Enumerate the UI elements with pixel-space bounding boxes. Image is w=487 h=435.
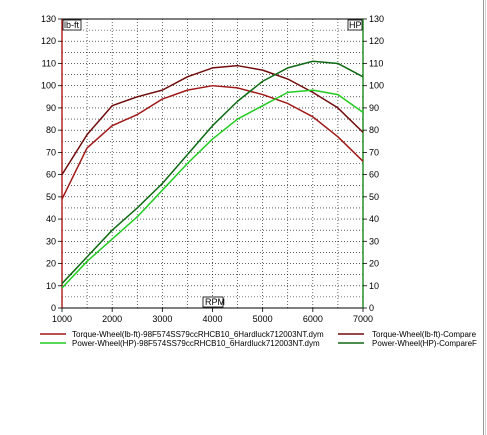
x-axis-label-box: RPM (202, 296, 225, 308)
y-tick-label-left: 40 (46, 214, 56, 224)
y-tick-label-left: 80 (46, 125, 56, 135)
x-tick-label: 7000 (353, 314, 373, 324)
y-tick-label-right: 90 (369, 103, 379, 113)
y-tick-label-right: 100 (369, 81, 384, 91)
x-tick-label: 3000 (152, 314, 172, 324)
window-border-shadow (485, 0, 486, 435)
x-axis-label: RPM (205, 297, 225, 307)
x-tick-label: 4000 (202, 314, 222, 324)
y-tick-label-left: 70 (46, 147, 56, 157)
x-tick-label: 5000 (253, 314, 273, 324)
y-tick-label-right: 80 (369, 125, 379, 135)
y-tick-label-left: 90 (46, 103, 56, 113)
legend-label: Power-Wheel(HP)-98F574SS79ccRHCB10_6Hard… (72, 339, 320, 348)
y-tick-label-left: 130 (41, 14, 56, 24)
y-tick-label-left: 20 (46, 259, 56, 269)
series-line-3 (61, 89, 364, 289)
series-layer (61, 60, 364, 289)
y-tick-label-left: 60 (46, 170, 56, 180)
legend-label: Torque-Wheel(lb-ft)-98F574SS79ccRHCB10_6… (72, 330, 324, 339)
y-tick-label-right: 30 (369, 236, 379, 246)
legend: Torque-Wheel(lb-ft)-98F574SS79ccRHCB10_6… (40, 330, 477, 348)
x-tick-label: 2000 (102, 314, 122, 324)
window-border (483, 0, 484, 435)
y-tick-label-right: 60 (369, 170, 379, 180)
y-tick-label-left: 30 (46, 236, 56, 246)
y-tick-label-right: 70 (369, 147, 379, 157)
y-tick-label-left: 120 (41, 36, 56, 46)
series-line-2 (61, 64, 364, 176)
y-tick-label-right: 130 (369, 14, 384, 24)
y-tick-label-left: 110 (42, 58, 56, 68)
y-tick-label-right: 120 (369, 36, 384, 46)
legend-label: Torque-Wheel(lb-ft)-Compare (372, 330, 477, 339)
right-axis-label-box: HP (347, 19, 363, 31)
x-tick-label: 6000 (303, 314, 323, 324)
y-tick-label-left: 50 (46, 192, 56, 202)
y-tick-label-left: 100 (41, 81, 56, 91)
grid (62, 18, 363, 308)
y-tick-label-right: 10 (369, 281, 379, 291)
series-line-1 (61, 84, 364, 200)
y-tick-label-right: 40 (369, 214, 379, 224)
y-tick-label-right: 20 (369, 259, 379, 269)
series-line-4 (61, 60, 364, 285)
y-tick-label-left: 10 (46, 281, 56, 291)
y-tick-label-right: 0 (369, 303, 374, 313)
x-tick-label: 1000 (52, 314, 72, 324)
y-tick-label-right: 50 (369, 192, 379, 202)
left-axis-label-box: lb-ft (62, 19, 82, 31)
right-axis-label: HP (349, 20, 362, 30)
left-axis-label: lb-ft (64, 20, 80, 30)
axes: 0 0 10 10 20 20 30 30 40 40 50 50 60 60 70 70 80 80 90 90 10… (41, 14, 384, 324)
y-tick-label-left: 0 (51, 303, 56, 313)
legend-label: Power-Wheel(HP)-CompareF (372, 339, 477, 348)
y-tick-label-right: 110 (369, 58, 383, 68)
